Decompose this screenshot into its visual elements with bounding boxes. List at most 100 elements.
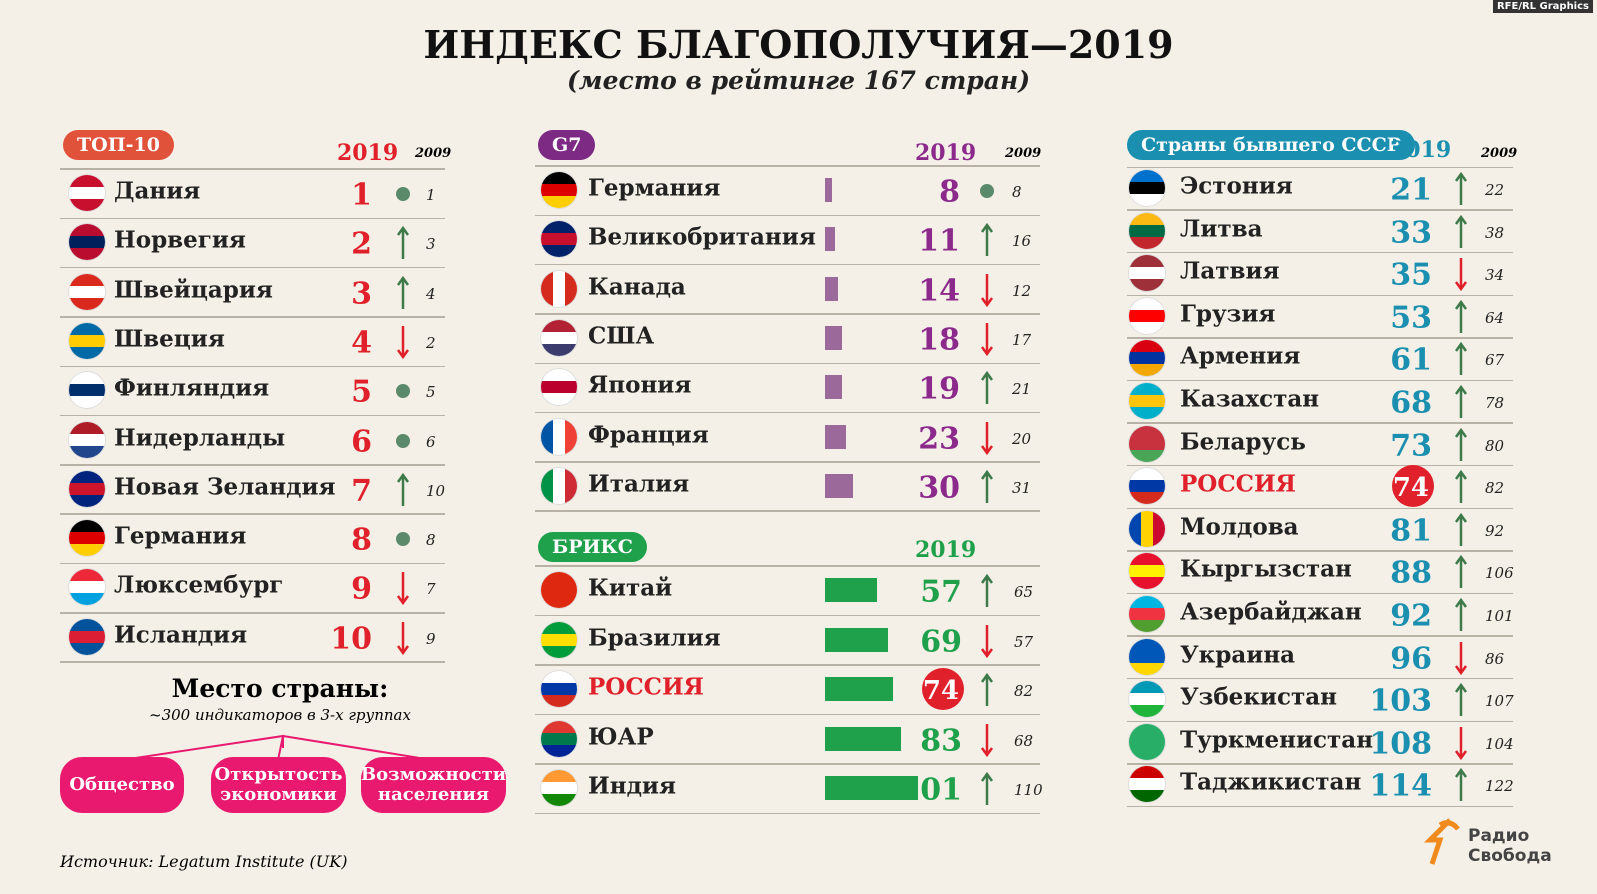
row-line xyxy=(535,664,1040,666)
row-line xyxy=(1127,550,1513,552)
country-name: Франция xyxy=(588,421,709,448)
flag xyxy=(1129,510,1165,547)
arrow-up xyxy=(980,771,994,805)
credit: RFE/RL Graphics xyxy=(1492,0,1593,13)
country-name: Китай xyxy=(588,574,673,602)
country-name: США xyxy=(588,322,655,350)
country-name: Латвия xyxy=(1180,257,1280,285)
rank-2009: 78 xyxy=(1485,394,1505,412)
row-line xyxy=(60,513,445,515)
arrow-up xyxy=(1454,470,1468,504)
country-name: Новая Зеландия xyxy=(114,473,336,501)
country-name: РОССИЯ xyxy=(588,673,704,701)
flag xyxy=(69,520,105,557)
arrow-down xyxy=(980,273,994,307)
country-name: Армения xyxy=(1180,342,1301,370)
rank-2009: 110 xyxy=(1014,781,1043,799)
row-line xyxy=(1127,294,1513,296)
rank-2019: 7 xyxy=(351,473,372,509)
rank-2009: 101 xyxy=(1485,607,1514,625)
flag xyxy=(1129,255,1165,292)
rank-2009: 9 xyxy=(426,629,436,648)
row-line xyxy=(60,612,445,614)
flag xyxy=(541,270,577,307)
flag xyxy=(541,221,577,258)
rank-2009: 20 xyxy=(1012,429,1032,448)
bar xyxy=(825,776,918,800)
flag xyxy=(541,172,577,208)
rank-2019: 61 xyxy=(1390,342,1432,378)
rank-2009: 65 xyxy=(1014,583,1034,601)
column-header: 2019 xyxy=(915,537,977,563)
arrow-up xyxy=(1454,555,1468,589)
arrow-up xyxy=(396,275,410,309)
country-name: Грузия xyxy=(1180,300,1276,328)
flag xyxy=(541,770,577,806)
country-name: Казахстан xyxy=(1180,385,1320,413)
rank-2019: 74 xyxy=(1392,473,1429,504)
country-name: Молдова xyxy=(1180,513,1299,541)
row-line xyxy=(535,362,1040,365)
bar xyxy=(825,627,889,652)
row-line xyxy=(1127,763,1513,765)
bar xyxy=(825,325,842,350)
method-group: Общество xyxy=(60,757,184,813)
flag xyxy=(69,470,105,507)
arrow-up xyxy=(1454,299,1468,333)
rank-2019: 88 xyxy=(1390,555,1432,591)
flag xyxy=(1129,170,1165,206)
rank-2009: 57 xyxy=(1014,632,1034,651)
rank-2009: 104 xyxy=(1485,734,1514,753)
rank-2009: 3 xyxy=(426,235,436,254)
arrow-up xyxy=(1454,214,1468,248)
rank-2019: 4 xyxy=(351,325,372,361)
method-group: Возможности населения xyxy=(361,757,506,813)
rank-2009: 12 xyxy=(1012,281,1032,300)
flag xyxy=(541,621,577,658)
rank-2009: 38 xyxy=(1485,223,1505,242)
subtitle: (место в рейтинге 167 стран) xyxy=(566,66,1031,95)
flag xyxy=(69,273,105,310)
row-line xyxy=(1127,422,1513,424)
rank-2019: 8 xyxy=(351,522,372,558)
row-line xyxy=(535,812,1040,815)
section-label: ТОП-10 xyxy=(63,130,174,160)
rank-2019: 14 xyxy=(918,273,960,309)
rank-2009: 1 xyxy=(426,186,436,204)
flag xyxy=(541,369,577,406)
flag xyxy=(1129,383,1165,419)
no-change-dot xyxy=(980,184,994,198)
flag xyxy=(69,372,105,409)
arrow-down xyxy=(1454,726,1468,760)
flag xyxy=(1129,638,1165,675)
rank-2019: 5 xyxy=(351,374,372,410)
logo: Радио Свобода xyxy=(1468,826,1552,866)
row-line xyxy=(60,365,445,368)
country-name: Литва xyxy=(1180,215,1263,243)
rank-2009: 64 xyxy=(1485,308,1505,327)
row-line xyxy=(1127,677,1513,680)
flag xyxy=(541,671,577,707)
country-name: Таджикистан xyxy=(1180,768,1362,796)
country-name: Финляндия xyxy=(114,374,270,402)
row-line xyxy=(60,168,445,170)
row-line xyxy=(535,411,1040,414)
method-title: Место страны: xyxy=(171,674,389,703)
row-line xyxy=(535,763,1040,765)
rank-2009: 5 xyxy=(426,383,436,402)
rank-2009: 106 xyxy=(1485,564,1514,583)
column-header: 2019 xyxy=(1390,137,1452,163)
row-line xyxy=(1127,209,1513,211)
flag xyxy=(1129,681,1165,718)
row-line xyxy=(1127,720,1513,722)
bar xyxy=(825,578,878,602)
bar xyxy=(825,473,853,498)
country-name: Исландия xyxy=(114,621,248,649)
arrow-up xyxy=(980,371,994,405)
row-line xyxy=(1127,379,1513,382)
flag xyxy=(69,569,105,606)
column-header: 2019 xyxy=(915,140,977,166)
arrow-up xyxy=(1454,683,1468,717)
rank-2009: 8 xyxy=(426,531,436,550)
